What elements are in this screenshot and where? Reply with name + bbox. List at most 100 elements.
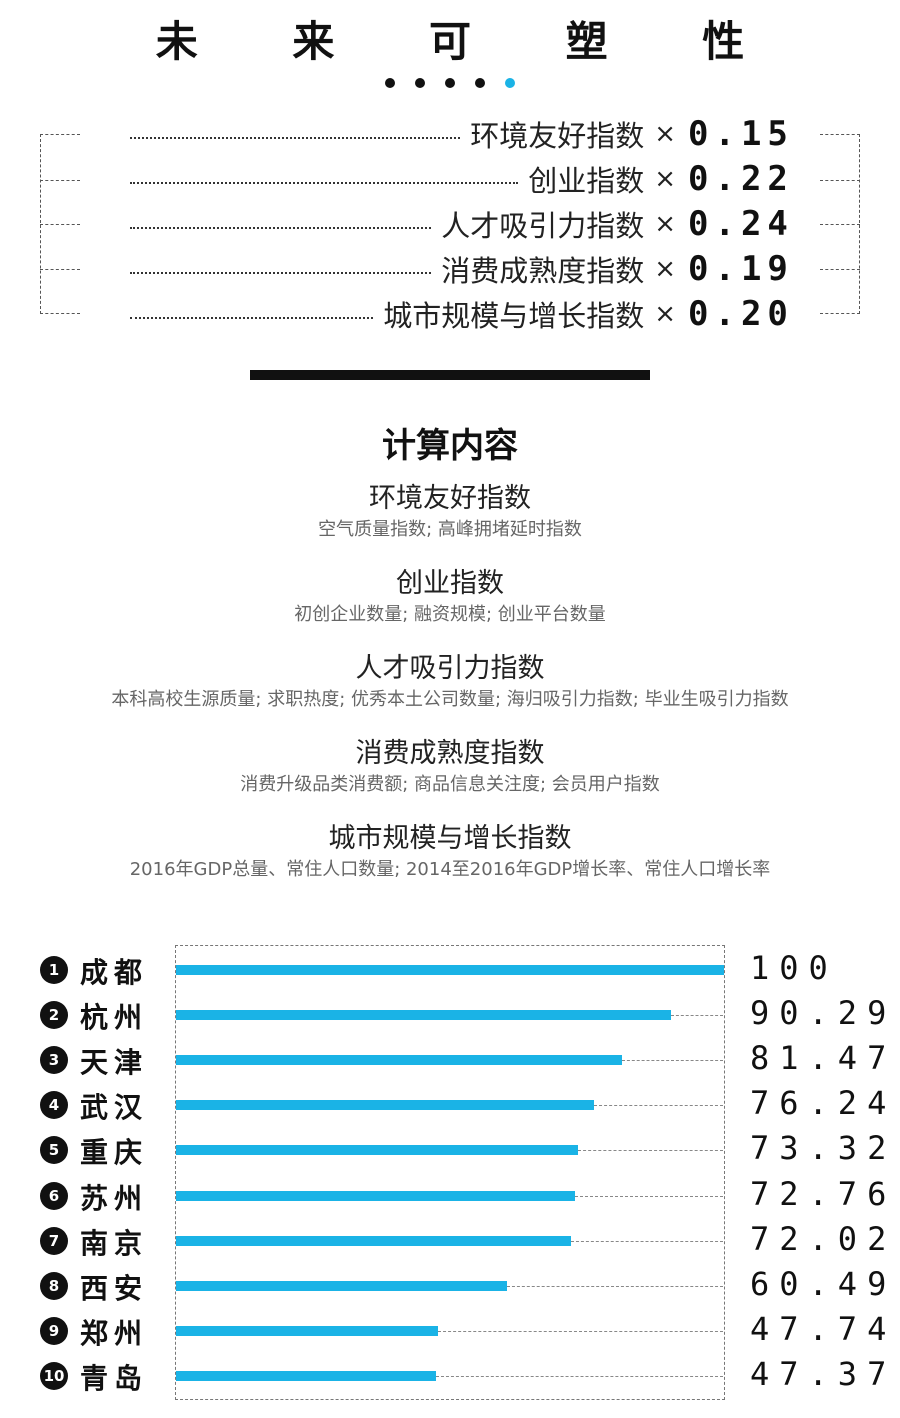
calc-item-desc: 本科高校生源质量; 求职热度; 优秀本土公司数量; 海归吸引力指数; 毕业生吸引… <box>111 689 789 710</box>
calc-item-desc: 消费升级品类消费额; 商品信息关注度; 会员用户指数 <box>240 774 660 795</box>
leader-dots <box>130 137 461 139</box>
bar-武汉 <box>176 1100 594 1111</box>
city-label: 天津 <box>80 1046 149 1080</box>
bracket-tick <box>820 224 860 225</box>
calc-item-name: 消费成熟度指数 <box>355 738 545 769</box>
score-label: 47.37 <box>750 1354 897 1393</box>
city-label: 成都 <box>80 956 149 989</box>
bar-成都 <box>176 965 724 975</box>
bar-guide-line <box>671 1015 723 1017</box>
weight-value: 0.22 <box>688 159 794 199</box>
dot-3 <box>445 78 455 88</box>
score-label: 90.29 <box>750 994 897 1033</box>
bracket-tick <box>820 269 860 270</box>
weight-row: 城市规模与增长指数 × 0.20 <box>130 294 794 334</box>
bar-guide-line <box>578 1150 723 1152</box>
rank-badge: 8 <box>40 1271 68 1300</box>
rank-badge: 4 <box>40 1091 68 1120</box>
score-label: 47.74 <box>750 1309 897 1348</box>
rank-badge: 5 <box>40 1136 68 1165</box>
rank-badge: 2 <box>40 1001 68 1030</box>
bar-青岛 <box>176 1370 436 1381</box>
bar-西安 <box>176 1280 507 1291</box>
weight-row: 环境友好指数 × 0.15 <box>130 114 794 154</box>
bar-guide-line <box>594 1105 723 1107</box>
bar-guide-line <box>571 1240 723 1242</box>
rank-badge: 3 <box>40 1046 68 1075</box>
city-label: 杭州 <box>80 1001 149 1035</box>
bracket-tick <box>820 180 860 181</box>
calc-item-desc: 2016年GDP总量、常住人口数量; 2014至2016年GDP增长率、常住人口… <box>129 859 771 880</box>
rank-badge: 6 <box>40 1181 68 1210</box>
leader-dots <box>130 182 519 184</box>
calc-item-desc: 初创企业数量; 融资规模; 创业平台数量 <box>294 604 606 625</box>
bar-guide-line <box>507 1285 723 1287</box>
score-label: 100 <box>750 949 838 987</box>
times-sign: × <box>654 254 676 284</box>
weight-label: 创业指数 <box>528 164 645 198</box>
score-label: 60.49 <box>750 1264 897 1303</box>
bar-天津 <box>176 1055 622 1066</box>
section-divider <box>250 370 650 380</box>
dot-2 <box>415 78 425 88</box>
dot-1 <box>385 78 395 88</box>
bar-guide-line <box>575 1195 723 1197</box>
city-label: 西安 <box>80 1271 149 1305</box>
weight-value: 0.24 <box>688 204 794 244</box>
bar-guide-line <box>622 1060 723 1062</box>
weight-row: 创业指数 × 0.22 <box>130 159 794 199</box>
bracket-tick <box>40 269 80 270</box>
calc-item-name: 环境友好指数 <box>369 483 531 514</box>
rank-badge: 1 <box>40 956 68 984</box>
rank-badge: 10 <box>40 1361 68 1390</box>
weight-value: 0.19 <box>688 249 794 289</box>
score-label: 72.76 <box>750 1174 897 1213</box>
calc-item-name: 创业指数 <box>396 568 504 599</box>
bar-南京 <box>176 1235 571 1246</box>
weight-row: 消费成熟度指数 × 0.19 <box>130 249 794 289</box>
bracket-tick <box>40 180 80 181</box>
calc-item-name: 城市规模与增长指数 <box>328 823 572 854</box>
bar-苏州 <box>176 1190 575 1201</box>
calc-item: 创业指数 初创企业数量; 融资规模; 创业平台数量 <box>0 561 900 626</box>
times-sign: × <box>654 119 676 149</box>
bracket-tick <box>40 224 80 225</box>
times-sign: × <box>654 164 676 194</box>
weight-label: 消费成熟度指数 <box>441 254 645 288</box>
calc-item: 消费成熟度指数 消费升级品类消费额; 商品信息关注度; 会员用户指数 <box>0 731 900 796</box>
bar-杭州 <box>176 1010 671 1021</box>
calc-item: 城市规模与增长指数 2016年GDP总量、常住人口数量; 2014至2016年G… <box>0 816 900 881</box>
times-sign: × <box>654 299 676 329</box>
bar-guide-line <box>438 1330 723 1332</box>
weight-label: 人才吸引力指数 <box>441 209 645 243</box>
score-label: 73.32 <box>750 1129 897 1168</box>
dot-4 <box>475 78 485 88</box>
weight-value: 0.20 <box>688 294 794 334</box>
bar-郑州 <box>176 1325 438 1336</box>
score-label: 81.47 <box>750 1039 897 1078</box>
times-sign: × <box>654 209 676 239</box>
city-label: 武汉 <box>80 1091 149 1125</box>
calc-item: 人才吸引力指数 本科高校生源质量; 求职热度; 优秀本土公司数量; 海归吸引力指… <box>0 646 900 711</box>
city-label: 青岛 <box>80 1361 149 1395</box>
weight-label: 城市规模与增长指数 <box>383 299 645 333</box>
city-label: 重庆 <box>80 1136 149 1170</box>
bar-重庆 <box>176 1145 578 1156</box>
weight-row: 人才吸引力指数 × 0.24 <box>130 204 794 244</box>
city-label: 南京 <box>80 1226 149 1260</box>
page-title: 未 来 可 塑 性 <box>155 17 785 66</box>
score-label: 72.02 <box>750 1219 897 1258</box>
calc-section-title: 计算内容 <box>382 426 518 466</box>
weight-label: 环境友好指数 <box>470 119 645 153</box>
score-label: 76.24 <box>750 1084 897 1123</box>
calc-item: 环境友好指数 空气质量指数; 高峰拥堵延时指数 <box>0 476 900 541</box>
bar-guide-line <box>436 1375 723 1377</box>
leader-dots <box>130 272 432 274</box>
chart-frame <box>175 945 725 1400</box>
leader-dots <box>130 317 374 319</box>
pagination-dots <box>0 78 900 88</box>
weight-value: 0.15 <box>688 114 794 154</box>
rank-badge: 9 <box>40 1316 68 1345</box>
city-label: 郑州 <box>80 1316 149 1350</box>
calc-item-name: 人才吸引力指数 <box>355 653 545 684</box>
